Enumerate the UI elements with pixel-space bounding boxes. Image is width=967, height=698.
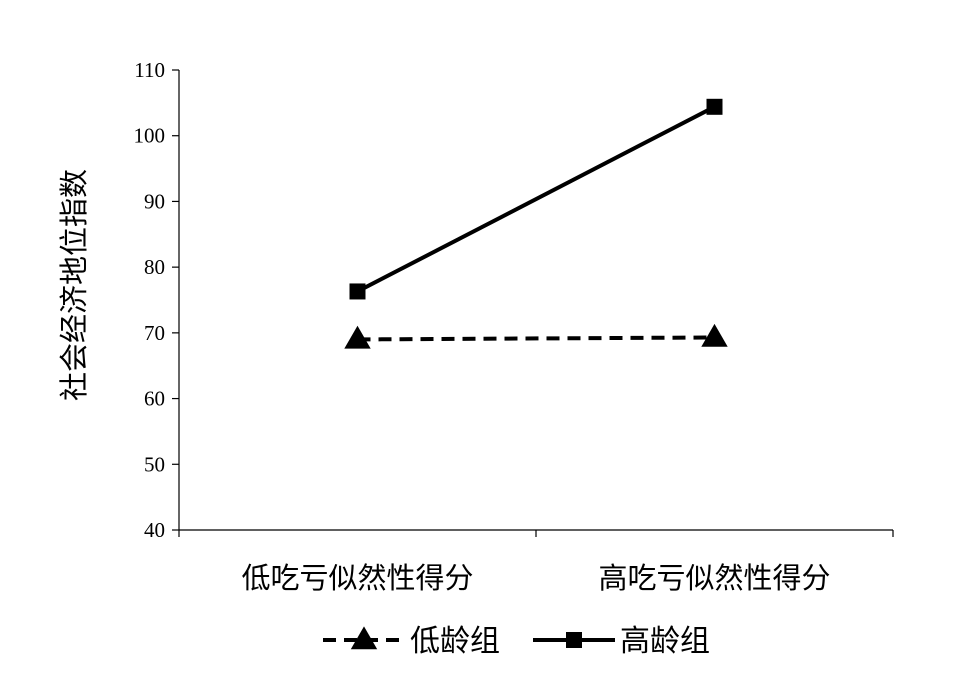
legend-marker	[350, 626, 378, 650]
y-tick-label: 70	[144, 321, 165, 345]
data-point	[701, 323, 728, 347]
y-tick-label: 50	[144, 452, 165, 476]
y-tick-label: 60	[144, 387, 165, 411]
y-tick-label: 100	[134, 124, 166, 148]
series-1	[344, 323, 728, 349]
data-point	[706, 98, 723, 115]
x-axis-categories: 低吃亏似然性得分 高吃亏似然性得分	[178, 530, 894, 595]
data-point	[349, 283, 366, 300]
series-line	[356, 105, 716, 294]
legend-label: 高龄组	[620, 625, 710, 658]
y-axis-title: 社会经济地位指数	[58, 169, 91, 401]
legend: 低龄组 高龄组	[323, 625, 710, 658]
y-tick-label: 90	[144, 189, 165, 213]
series-group	[344, 98, 728, 349]
y-tick-label: 80	[144, 255, 165, 279]
y-tick-label: 110	[134, 58, 165, 82]
series-2	[349, 98, 723, 300]
series-line	[357, 335, 715, 342]
y-tick-label: 40	[144, 518, 165, 542]
axes	[178, 70, 893, 531]
legend-label: 低龄组	[410, 625, 500, 658]
legend-item-2: 高龄组	[533, 625, 710, 658]
legend-marker	[566, 632, 582, 648]
x-category-label: 高吃亏似然性得分	[598, 562, 830, 595]
y-axis-ticks: 40 50 60 70 80 90 100 110	[134, 58, 179, 542]
data-point	[344, 325, 371, 349]
x-category-label: 低吃亏似然性得分	[241, 562, 473, 595]
legend-item-1: 低龄组	[323, 625, 500, 658]
